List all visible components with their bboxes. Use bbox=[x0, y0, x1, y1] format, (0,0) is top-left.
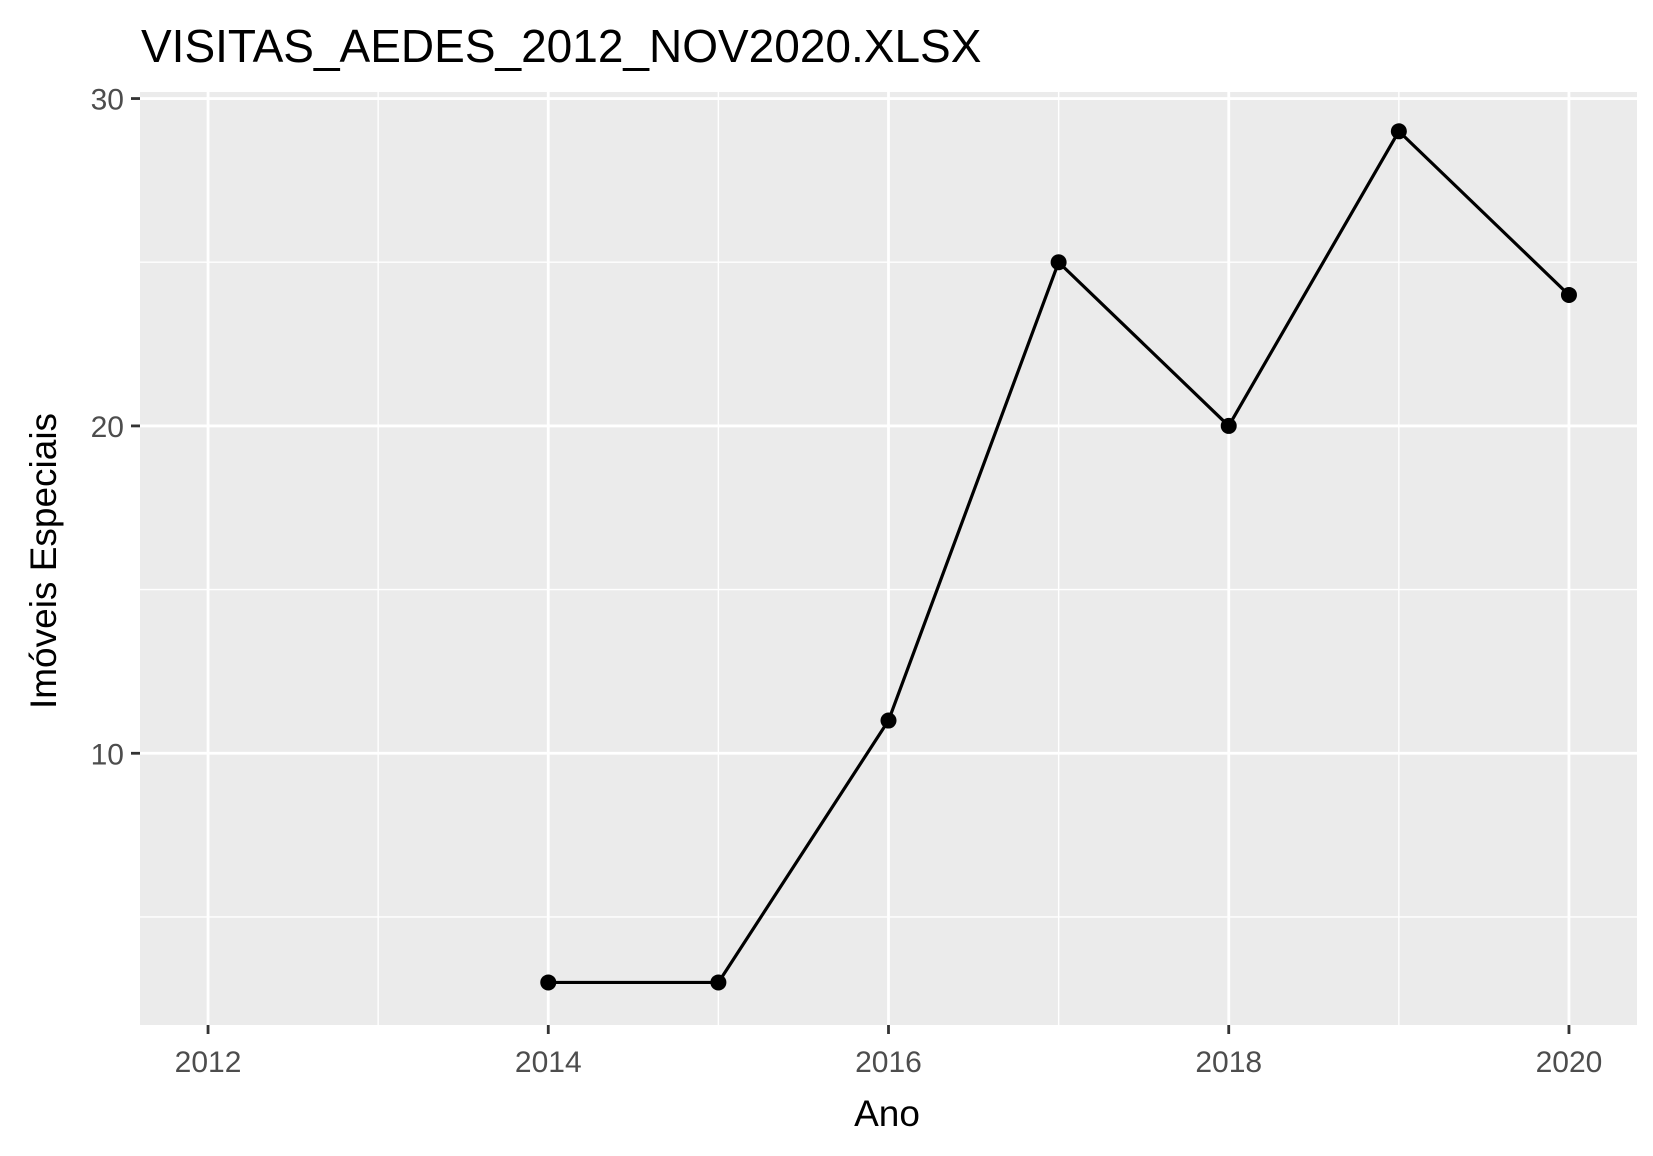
data-point bbox=[1390, 123, 1407, 140]
y-tick-label: 20 bbox=[91, 411, 124, 444]
data-point bbox=[880, 712, 897, 729]
data-point bbox=[1050, 254, 1067, 271]
x-tick-label: 2020 bbox=[1536, 1046, 1603, 1079]
x-tick-label: 2018 bbox=[1195, 1046, 1262, 1079]
data-point bbox=[710, 974, 727, 991]
axis-ticks bbox=[131, 97, 1571, 1034]
data-point bbox=[1220, 417, 1237, 434]
tick-labels: 2012 2014 2016 2018 2020 10 20 30 bbox=[91, 84, 1603, 1079]
y-tick-label: 30 bbox=[91, 84, 124, 117]
x-tick-label: 2016 bbox=[855, 1046, 922, 1079]
data-series bbox=[540, 123, 1577, 991]
x-tick-label: 2014 bbox=[515, 1046, 582, 1079]
major-gridlines bbox=[140, 92, 1637, 1025]
data-point bbox=[540, 974, 557, 991]
y-axis-title: Imóveis Especiais bbox=[23, 413, 64, 709]
x-axis-title: Ano bbox=[854, 1093, 920, 1134]
x-tick-label: 2012 bbox=[175, 1046, 242, 1079]
chart-title: VISITAS_AEDES_2012_NOV2020.XLSX bbox=[141, 20, 981, 72]
y-tick-label: 10 bbox=[91, 738, 124, 771]
data-point bbox=[1560, 286, 1577, 303]
